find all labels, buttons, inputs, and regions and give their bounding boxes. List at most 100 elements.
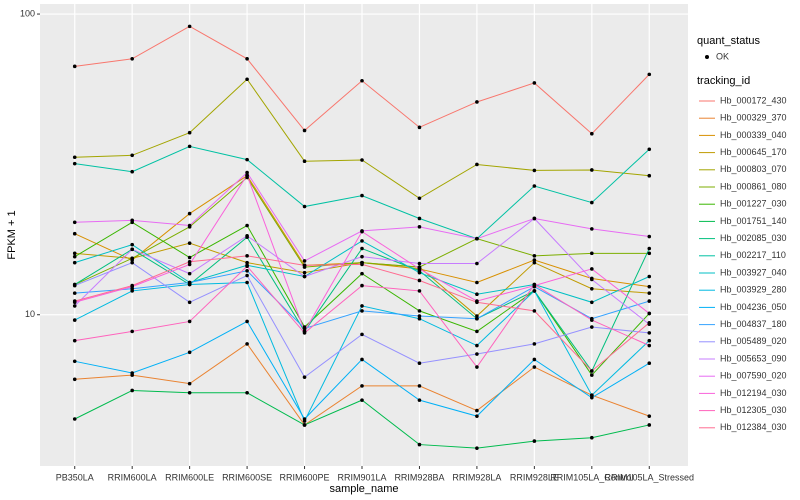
point [532, 184, 537, 188]
point [417, 289, 422, 293]
point [72, 417, 77, 421]
point [647, 321, 652, 325]
x-tick-label: RRIM600SE [222, 472, 272, 482]
point [187, 300, 192, 305]
point [360, 304, 364, 308]
point [647, 246, 652, 251]
point [360, 254, 364, 259]
point [245, 268, 249, 273]
y-tick-label: 100 [20, 8, 35, 18]
point [187, 211, 192, 216]
y-tick-label: 10 [25, 309, 35, 319]
point [590, 435, 594, 440]
point [187, 259, 192, 264]
point [590, 300, 594, 305]
x-tick-label: RRIM928LA [452, 472, 501, 482]
point [532, 282, 537, 287]
legend-label: Hb_004837_180 [720, 319, 787, 329]
legend-label: Hb_012384_030 [720, 422, 787, 432]
point [360, 398, 364, 402]
legend-label: OK [716, 51, 729, 61]
point [647, 338, 652, 343]
point [647, 311, 652, 316]
point [187, 130, 192, 135]
point [647, 147, 652, 152]
legend-label: Hb_003929_280 [720, 285, 787, 295]
point [187, 223, 192, 228]
point [245, 273, 249, 278]
x-tick-label: RRIM105LA_Control [550, 472, 633, 482]
point [72, 338, 77, 343]
point [417, 216, 422, 221]
legend-label: Hb_005489_020 [720, 336, 787, 346]
point [130, 260, 134, 265]
point [647, 284, 652, 289]
point [130, 388, 134, 393]
point [647, 291, 652, 295]
x-tick-label: RRIM600LA [108, 472, 157, 482]
point [360, 357, 364, 362]
point [130, 256, 134, 261]
x-tick-label: RRIM928LE [510, 472, 559, 482]
point [245, 157, 249, 162]
point [590, 168, 594, 172]
point [245, 254, 249, 258]
point [302, 326, 307, 331]
point [647, 173, 652, 178]
point [590, 227, 594, 231]
legend-label: Hb_000861_080 [720, 181, 787, 191]
point [360, 229, 364, 234]
point [130, 329, 134, 334]
point [647, 251, 652, 256]
point [360, 262, 364, 267]
legend-label: Hb_002217_110 [720, 250, 786, 260]
point [360, 271, 364, 276]
point [475, 314, 479, 318]
point [475, 292, 479, 297]
x-tick-label: RRIM600LE [165, 472, 214, 482]
point [245, 56, 249, 61]
point [647, 331, 652, 335]
point [590, 131, 594, 136]
x-tick-label: RRIM928BA [394, 472, 444, 482]
point [475, 352, 479, 356]
point [590, 325, 594, 329]
point [72, 260, 77, 265]
point [302, 270, 307, 275]
point [130, 56, 134, 61]
point [72, 64, 77, 69]
point [187, 144, 192, 149]
point [590, 395, 594, 400]
legend-label: Hb_000645_170 [720, 147, 787, 157]
point [590, 200, 594, 205]
point [245, 391, 249, 395]
point [302, 274, 307, 279]
point [475, 316, 479, 321]
point [72, 318, 77, 322]
point [360, 384, 364, 388]
point [532, 254, 537, 258]
point [647, 72, 652, 77]
point [532, 439, 537, 443]
point [590, 277, 594, 282]
point [590, 286, 594, 291]
x-tick-label: RRIM901LA [337, 472, 386, 482]
point [360, 239, 364, 243]
x-tick-label: RRIM105LA_Stressed [604, 472, 694, 482]
point [130, 242, 134, 247]
point [417, 314, 422, 318]
legend-title: quant_status [697, 35, 760, 47]
point [72, 299, 77, 303]
point [302, 423, 307, 427]
point [302, 204, 307, 209]
legend-label: Hb_001751_140 [720, 216, 787, 226]
point [72, 359, 77, 364]
point [532, 258, 537, 262]
point [417, 398, 422, 402]
point [187, 241, 192, 245]
point [187, 319, 192, 324]
point [590, 373, 594, 377]
point [302, 128, 307, 133]
point [130, 169, 134, 174]
